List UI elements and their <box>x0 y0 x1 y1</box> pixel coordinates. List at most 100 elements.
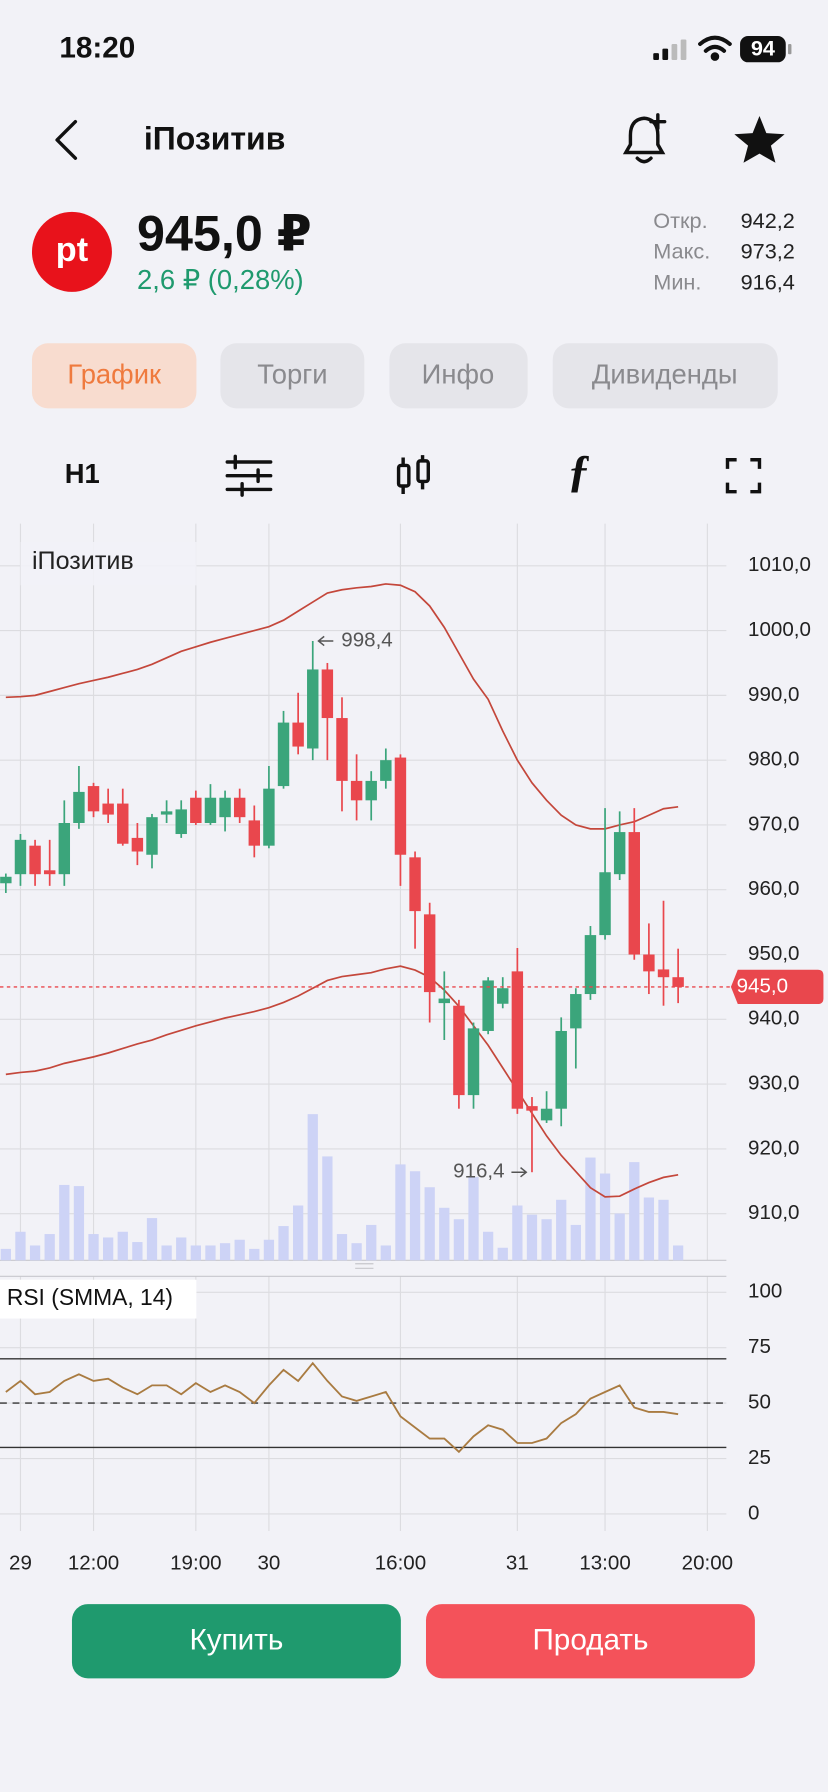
volume-bar <box>322 1156 333 1261</box>
rsi-line <box>5 1361 679 1454</box>
candle-body <box>146 817 158 855</box>
volume-bar <box>585 1157 596 1261</box>
battery-level: 94 <box>751 35 775 60</box>
tab[interactable] <box>552 343 778 409</box>
y-tick-label: 100 <box>748 1280 782 1303</box>
volume-bar <box>556 1199 567 1261</box>
annotation-arrow <box>511 1167 528 1178</box>
volume-bar <box>672 1245 684 1261</box>
volume-bar <box>103 1237 114 1261</box>
candle-body <box>394 757 407 855</box>
tab-label[interactable]: Торги <box>257 359 327 390</box>
indicators-button[interactable]: ƒ <box>568 445 591 496</box>
settings-button[interactable] <box>225 454 273 497</box>
tab[interactable] <box>389 343 528 409</box>
volume-bar <box>629 1162 640 1261</box>
volume-bar <box>73 1186 85 1261</box>
candle-body <box>117 803 129 844</box>
tab[interactable] <box>31 343 197 409</box>
candle-body <box>204 797 217 824</box>
candle-body <box>570 994 582 1029</box>
alert-button[interactable] <box>622 113 667 164</box>
y-tick-label: 960,0 <box>748 877 799 900</box>
tab-label[interactable]: Дивиденды <box>592 359 738 390</box>
volume-bar <box>570 1224 581 1261</box>
volume-bar <box>526 1214 538 1261</box>
band-line <box>5 583 679 830</box>
volume-bar <box>409 1171 421 1261</box>
buy-label[interactable]: Купить <box>189 1624 283 1657</box>
volume-bar <box>497 1247 508 1261</box>
logo <box>31 211 112 292</box>
volume-bar <box>278 1226 289 1261</box>
wifi <box>698 35 732 61</box>
stat-label: Макс. <box>653 239 710 264</box>
volume-bar <box>512 1205 523 1261</box>
candle-body <box>350 780 363 801</box>
y-tick-label: 1010,0 <box>748 553 811 576</box>
candle-body <box>58 823 71 875</box>
y-tick-label: 970,0 <box>748 812 799 835</box>
x-tick-label: 30 <box>257 1552 280 1575</box>
signal <box>653 39 687 61</box>
candle-body <box>219 797 231 818</box>
candle-body <box>321 669 334 719</box>
chart-title-bg <box>20 541 197 586</box>
volume-bar <box>263 1239 275 1261</box>
marks: 998,4 916,4 945,0 29 12:00 19:00 30 16:00 31 13:0… <box>0 583 824 1575</box>
y-tick-label: 910,0 <box>748 1201 799 1224</box>
sell-button[interactable] <box>425 1604 755 1679</box>
tab[interactable] <box>220 343 365 409</box>
candle-body <box>643 954 655 972</box>
volume-bar <box>482 1231 494 1261</box>
resize-handle[interactable] <box>355 1263 374 1269</box>
volume-bar <box>307 1114 318 1261</box>
y-tick-label: 990,0 <box>748 683 799 706</box>
candle-body <box>277 722 290 787</box>
candle-body <box>613 832 626 875</box>
volume-bar <box>468 1176 479 1261</box>
volume-bar <box>176 1237 187 1261</box>
fullscreen-button[interactable] <box>725 458 762 494</box>
annotation-arrow <box>317 635 334 647</box>
volume-bar <box>614 1213 625 1261</box>
x-tick-label: 20:00 <box>682 1552 733 1575</box>
candle-body <box>131 837 144 852</box>
interval-button[interactable]: H1 <box>65 458 100 489</box>
candle-body <box>43 870 56 875</box>
y-tick-label: 980,0 <box>748 748 799 771</box>
candle-body <box>526 1106 538 1111</box>
logo-text: pt <box>56 231 88 269</box>
candle-body <box>248 820 261 846</box>
annotation: 998,4 <box>341 628 392 651</box>
battery <box>740 36 786 63</box>
price: 945,0 ₽ <box>137 205 312 261</box>
candle-body <box>438 998 451 1004</box>
y-tick-label: 920,0 <box>748 1136 799 1159</box>
volume-bar <box>205 1245 216 1261</box>
buy-button[interactable] <box>71 1604 401 1679</box>
candle-body <box>336 718 348 781</box>
stat-value: 973,2 <box>741 239 795 264</box>
volume-bar <box>117 1231 128 1261</box>
price-change: 2,6 ₽ (0,28%) <box>137 264 304 295</box>
tab-label[interactable]: Инфо <box>422 359 495 390</box>
candle-body <box>657 969 670 978</box>
header-title: iПозитив <box>144 121 285 157</box>
tab-label[interactable]: График <box>67 359 162 390</box>
candle-body <box>175 809 187 835</box>
y-tick-label: 930,0 <box>748 1072 799 1095</box>
favorite-button[interactable] <box>734 115 785 163</box>
y-tick-label: 950,0 <box>748 942 799 965</box>
candle-body <box>555 1030 567 1109</box>
candle-body <box>292 722 304 747</box>
back-button[interactable] <box>55 119 78 160</box>
chart-type-button[interactable] <box>396 455 430 494</box>
y-tick-label: 940,0 <box>748 1007 799 1030</box>
x-tick-label: 12:00 <box>68 1552 119 1575</box>
candle-body <box>263 788 275 846</box>
candle-body <box>511 971 524 1109</box>
sell-label[interactable]: Продать <box>532 1624 648 1657</box>
